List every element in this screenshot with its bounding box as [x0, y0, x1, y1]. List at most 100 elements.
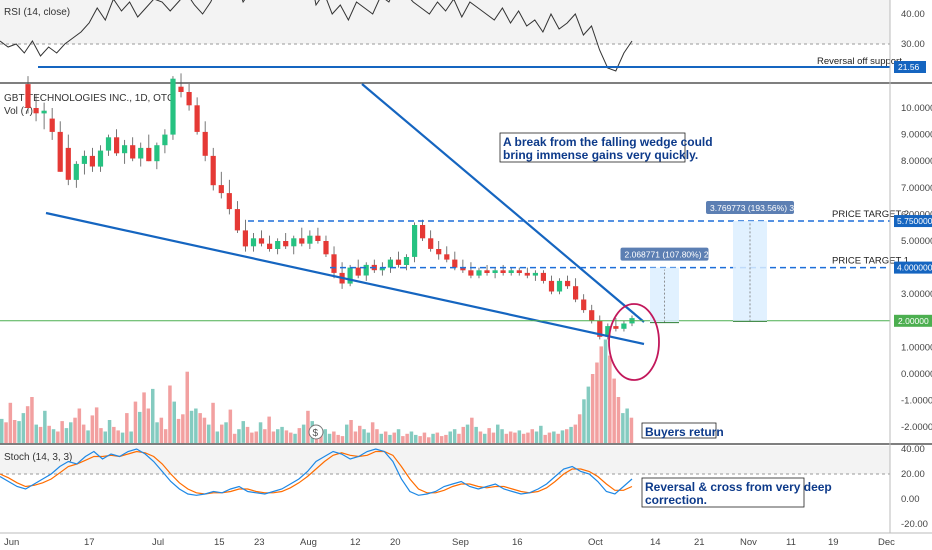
- price-target-tag-label: 5.750000: [897, 216, 932, 226]
- volume-bar: [465, 424, 470, 443]
- stoch-k-line: [0, 448, 633, 496]
- volume-bar: [427, 437, 431, 444]
- candle-body: [500, 270, 506, 273]
- target-range-tag: [706, 201, 794, 215]
- volume-bar: [241, 421, 245, 443]
- candle-body: [299, 238, 305, 244]
- volume-bar: [375, 429, 379, 443]
- price-axis-tick: 6.000000: [901, 209, 932, 220]
- volume-bar: [64, 428, 69, 444]
- volume-bar: [478, 431, 483, 443]
- volume-bar: [552, 431, 556, 443]
- target-range-text: 3.769773 (193.56%) 3769773: [710, 203, 823, 213]
- volume-bar: [185, 371, 189, 443]
- volume-bar: [21, 413, 26, 443]
- volume-bar: [125, 413, 129, 443]
- candle-body: [420, 225, 426, 239]
- volume-bar: [586, 386, 591, 443]
- volume-label: Vol (7): [4, 106, 33, 117]
- candle-body: [347, 267, 353, 284]
- volume-bar: [56, 431, 60, 443]
- volume-bar: [43, 410, 47, 443]
- volume-bar: [163, 429, 168, 443]
- volume-bar: [133, 401, 138, 443]
- candle-body: [524, 272, 530, 276]
- stoch-axis-tick: 20.00: [901, 469, 925, 480]
- candle-body: [412, 225, 418, 257]
- volume-bar: [345, 424, 349, 443]
- candle-body: [387, 259, 393, 268]
- volume-bar: [565, 429, 569, 443]
- candle-body: [460, 267, 466, 271]
- candle-body: [573, 286, 579, 300]
- volume-bar: [189, 410, 194, 443]
- candle-body: [613, 326, 619, 329]
- volume-bar: [94, 407, 99, 443]
- volume-bar: [181, 414, 185, 444]
- price-axis-tick: 8.000000: [901, 156, 932, 167]
- volume-bar: [573, 424, 578, 443]
- candle-body: [565, 280, 571, 287]
- candle-body: [589, 310, 595, 321]
- candle-body: [202, 131, 208, 156]
- volume-bar: [526, 432, 530, 443]
- price-axis-tick: 1.000000: [901, 342, 932, 353]
- volume-bar: [207, 424, 211, 443]
- current-price-label: 2.00000: [898, 316, 929, 326]
- rsi-axis-tick: 40.00: [901, 9, 925, 20]
- stoch-d-line: [0, 450, 633, 495]
- time-axis-tick: Dec: [878, 537, 895, 548]
- wedge-resistance-line: [361, 83, 645, 323]
- volume-bar: [69, 422, 73, 443]
- volume-bar: [301, 424, 306, 443]
- candle-body: [476, 270, 482, 276]
- rsi-label: RSI (14, close): [4, 7, 70, 18]
- volume-bar: [569, 426, 573, 443]
- volume-bar: [405, 433, 409, 443]
- volume-bar: [448, 431, 452, 443]
- rsi-axis-tick: 30.00: [901, 39, 925, 50]
- volume-bar: [228, 409, 233, 443]
- volume-bar: [250, 432, 254, 443]
- volume-bar: [530, 429, 534, 443]
- volume-bar: [215, 431, 220, 443]
- candle-body: [25, 84, 31, 108]
- candle-body: [492, 270, 498, 273]
- candle-body: [605, 326, 611, 337]
- volume-bar: [30, 397, 34, 443]
- volume-bar: [146, 408, 151, 443]
- buyers-note-box: [641, 422, 717, 439]
- volume-bar: [17, 421, 21, 443]
- volume-bar: [539, 425, 543, 444]
- time-axis: Jun 17 Jul 15 23 Aug 12 20 Sep 16 Oct 14 21 Nov 11 19 De…: [4, 537, 895, 548]
- volume-bar: [129, 431, 133, 443]
- volume-bar: [547, 432, 552, 443]
- rsi-support-label: Reversal off support: [817, 56, 902, 67]
- volume-bar: [51, 429, 56, 443]
- volume-bar: [194, 408, 198, 443]
- volume-bar: [383, 431, 388, 443]
- candle-body: [122, 145, 128, 154]
- time-axis-tick: 14: [650, 537, 661, 548]
- volume-bar: [504, 433, 509, 443]
- volume-bar: [271, 431, 276, 443]
- volume-bar: [483, 433, 487, 443]
- time-axis-tick: Sep: [452, 537, 469, 548]
- candle-body: [484, 270, 490, 273]
- event-marker-label: $: [313, 428, 319, 439]
- volume-bar: [284, 430, 289, 444]
- volume-bar: [0, 418, 4, 444]
- volume-bar: [349, 420, 353, 443]
- volume-bar: [379, 433, 383, 443]
- candle-body: [57, 131, 63, 172]
- time-axis-tick: 23: [254, 537, 265, 548]
- candle-body: [436, 249, 442, 255]
- volume-bar: [103, 431, 107, 443]
- volume-bar: [418, 436, 422, 443]
- volume-bar: [99, 428, 103, 444]
- candle-body: [81, 155, 87, 164]
- volume-bar: [496, 424, 500, 443]
- candle-body: [234, 209, 240, 231]
- price-axis-tick: 7.000000: [901, 183, 932, 194]
- candle-body: [210, 155, 216, 186]
